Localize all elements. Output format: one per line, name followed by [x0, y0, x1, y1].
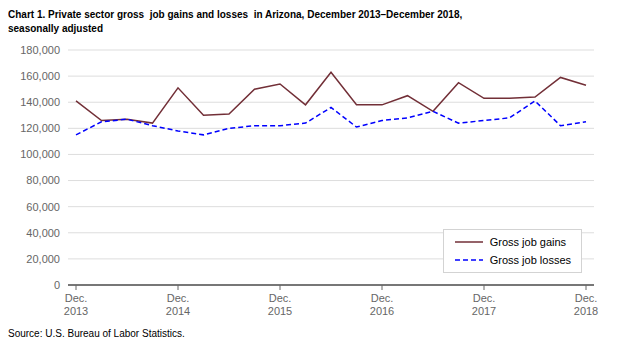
- svg-text:Dec.2017: Dec.2017: [472, 292, 496, 317]
- svg-text:Dec.2016: Dec.2016: [370, 292, 394, 317]
- html-text:Gross job losses: Gross job losses: [489, 254, 571, 266]
- svg-text:0: 0: [54, 279, 60, 291]
- svg-text:120,000: 120,000: [20, 122, 60, 134]
- svg-text:Dec.2014: Dec.2014: [166, 292, 190, 317]
- svg-text:20,000: 20,000: [26, 253, 60, 265]
- svg-text:40,000: 40,000: [26, 227, 60, 239]
- svg-text:180,000: 180,000: [20, 44, 60, 56]
- svg-text:Dec.2018: Dec.2018: [574, 292, 598, 317]
- svg-text:Dec.2013: Dec.2013: [64, 292, 88, 317]
- svg-text:100,000: 100,000: [20, 148, 60, 160]
- svg-text:80,000: 80,000: [26, 174, 60, 186]
- svg-text:Dec.2015: Dec.2015: [268, 292, 292, 317]
- html-text:Source: U.S. Bureau of Labor S: Source: U.S. Bureau of Labor Statistics.: [8, 328, 185, 339]
- svg-text:60,000: 60,000: [26, 201, 60, 213]
- html-text:seasonally adjusted: seasonally adjusted: [8, 23, 103, 34]
- html-text:Chart 1. Private sector gross: Chart 1. Private sector gross job gains …: [8, 9, 463, 20]
- svg-text:160,000: 160,000: [20, 70, 60, 82]
- svg-text:140,000: 140,000: [20, 96, 60, 108]
- html-text:Gross job gains: Gross job gains: [489, 236, 567, 248]
